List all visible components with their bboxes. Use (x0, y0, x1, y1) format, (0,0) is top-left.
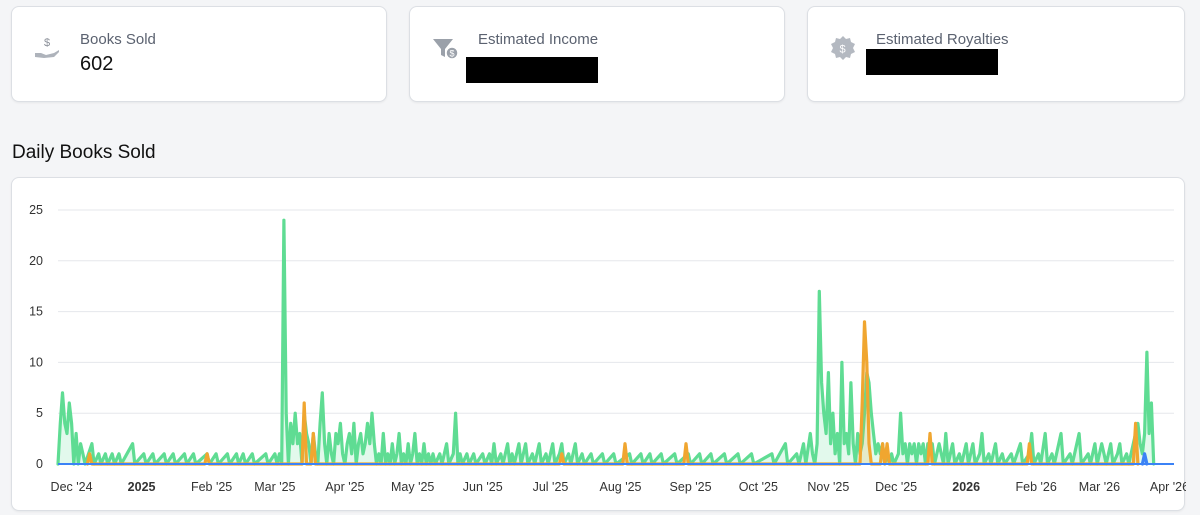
x-tick-label: Dec '25 (875, 480, 917, 494)
books-sold-label: Books Sold (80, 31, 156, 48)
hand-dollar-icon: $ (32, 33, 62, 63)
x-tick-label: Feb '26 (1016, 480, 1057, 494)
x-tick-label: Sep '25 (670, 480, 712, 494)
funnel-dollar-icon: $ (430, 33, 460, 63)
books-sold-card: $ Books Sold 602 (11, 6, 387, 102)
x-tick-label: Feb '25 (191, 480, 232, 494)
y-tick-label: 15 (29, 305, 43, 319)
x-tick-label: Apr '25 (325, 480, 364, 494)
y-tick-label: 25 (29, 203, 43, 217)
x-tick-label: Nov '25 (807, 480, 849, 494)
x-tick-label: Aug '25 (600, 480, 642, 494)
estimated-income-card: $ Estimated Income (409, 6, 785, 102)
x-tick-label: Mar '25 (254, 480, 295, 494)
x-tick-label: May '25 (391, 480, 434, 494)
redacted-income-value (466, 57, 598, 83)
series-line (1140, 452, 1149, 466)
section-title: Daily Books Sold (12, 142, 156, 163)
books-sold-value: 602 (80, 53, 114, 75)
x-tick-label: Mar '26 (1079, 480, 1120, 494)
series-line (56, 218, 1156, 466)
svg-text:$: $ (840, 44, 846, 56)
x-tick-label: Jun '25 (463, 480, 503, 494)
estimated-royalties-label: Estimated Royalties (876, 31, 1009, 48)
x-tick-label: 2025 (128, 480, 156, 494)
y-tick-label: 10 (29, 355, 43, 369)
x-tick-label: 2026 (952, 480, 980, 494)
estimated-income-label: Estimated Income (478, 31, 599, 48)
y-tick-label: 5 (36, 406, 43, 420)
badge-dollar-icon: $ (828, 33, 858, 63)
estimated-royalties-card: $ Estimated Royalties (807, 6, 1185, 102)
svg-text:$: $ (450, 49, 455, 59)
redacted-royalties-value (866, 49, 998, 75)
x-tick-label: Dec '24 (51, 480, 93, 494)
x-tick-label: Apr '26 (1150, 480, 1186, 494)
series-area (58, 220, 1154, 464)
y-tick-label: 0 (36, 457, 43, 471)
y-tick-label: 20 (29, 254, 43, 268)
x-tick-label: Oct '25 (739, 480, 778, 494)
svg-text:$: $ (44, 37, 50, 49)
daily-books-sold-chart: 0 5 10 15 20 25 Dec '24 2025 Feb '25 Mar '25 Apr '… (11, 177, 1186, 511)
x-tick-label: Jul '25 (533, 480, 569, 494)
